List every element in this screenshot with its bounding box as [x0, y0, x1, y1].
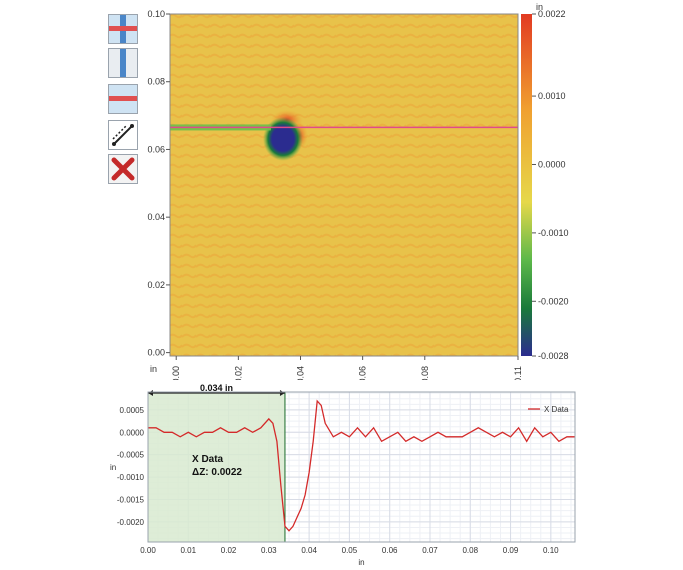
- profile-x-tick-label: 0.05: [342, 546, 358, 555]
- profile-x-tick-label: 0.00: [140, 546, 156, 555]
- selection-region[interactable]: [148, 392, 285, 542]
- delete-tool-button[interactable]: [108, 154, 138, 184]
- vertical-tool-button[interactable]: [108, 48, 138, 78]
- crosshair-cross-section-icon: [109, 15, 137, 43]
- profile-x-tick-label: 0.10: [543, 546, 559, 555]
- heatmap-frame: [169, 13, 519, 357]
- colorbar-tick-label: -0.0010: [538, 228, 569, 238]
- colorbar-tick-label: 0.0000: [538, 159, 566, 169]
- profile-y-tick-label: -0.0015: [117, 495, 145, 504]
- heatmap-x-tick-label: 0.08: [420, 366, 430, 380]
- profile-x-tick-label: 0.08: [462, 546, 478, 555]
- heatmap-y-tick-label: 0.08: [147, 77, 165, 87]
- colorbar-tick-label: 0.0022: [538, 9, 566, 19]
- profile-line-chart: 0.034 in X Data ΔZ: 0.0022 0.0005 0.0000 -0.0…: [110, 383, 576, 567]
- diagonal-tool-button[interactable]: [108, 120, 138, 150]
- heatmap-x-tick-label: 0.04: [296, 366, 306, 380]
- profile-x-tick-label: 0.07: [422, 546, 438, 555]
- profile-y-tick-label: 0.0000: [120, 428, 145, 437]
- heatmap-x-tick-label: 0.00: [171, 366, 181, 380]
- heatmap-x-tick-label: 0.06: [358, 366, 368, 380]
- profile-y-axis-label: in: [110, 463, 116, 472]
- profile-y-tick-label: -0.0010: [117, 473, 145, 482]
- heatmap-x-axis-label: in: [150, 364, 157, 374]
- profile-x-axis-label: in: [358, 558, 364, 567]
- colorbar-unit: in: [536, 2, 543, 12]
- colorbar-tick-label: -0.0020: [538, 296, 569, 306]
- diagonal-cross-section-icon: [109, 121, 137, 149]
- feature-pit: [262, 116, 303, 161]
- colorbar-tick-label: -0.0028: [538, 351, 569, 361]
- heatmap-y-tick-label: 0.02: [147, 280, 165, 290]
- profile-x-tick-label: 0.04: [301, 546, 317, 555]
- heatmap-surface: [170, 14, 518, 356]
- horizontal-tool-button[interactable]: [108, 84, 138, 114]
- profile-x-tick-label: 0.09: [503, 546, 519, 555]
- heatmap-x-tick-label: 0.02: [233, 366, 243, 380]
- heatmap-y-tick-label: 0.10: [147, 9, 165, 19]
- series-line-x-data: [148, 399, 575, 532]
- heatmap-x-tick-label: 0.11: [513, 366, 523, 380]
- profile-frame: [147, 391, 576, 543]
- heatmap-y-tick-label: 0.00: [147, 348, 165, 358]
- profile-x-tick-label: 0.02: [221, 546, 237, 555]
- surface-heatmap-chart: 0.00 0.02 0.04 0.06 0.08 0.10 0.00 0.02 0.04 0.06…: [147, 2, 569, 380]
- selection-width-label: 0.034 in: [200, 383, 233, 393]
- heatmap-y-tick-label: 0.04: [147, 212, 165, 222]
- vertical-cross-section-icon: [109, 49, 137, 77]
- legend-entry: X Data: [544, 405, 569, 414]
- delete-cross-section-icon: [109, 155, 137, 183]
- profile-y-tick-label: 0.0005: [120, 406, 145, 415]
- annotation-delta-z: ΔZ: 0.0022: [192, 467, 242, 478]
- colorbar: [521, 14, 532, 356]
- profile-x-tick-label: 0.06: [382, 546, 398, 555]
- profile-y-tick-label: -0.0020: [117, 518, 145, 527]
- colorbar-tick-label: 0.0010: [538, 91, 566, 101]
- crosshair-tool-button[interactable]: [108, 14, 138, 44]
- profile-y-tick-label: -0.0005: [117, 451, 145, 460]
- profile-x-tick-label: 0.03: [261, 546, 277, 555]
- profile-x-tick-label: 0.01: [180, 546, 196, 555]
- heatmap-y-tick-label: 0.06: [147, 144, 165, 154]
- horizontal-cross-section-icon: [109, 85, 137, 113]
- annotation-series-label: X Data: [192, 454, 224, 465]
